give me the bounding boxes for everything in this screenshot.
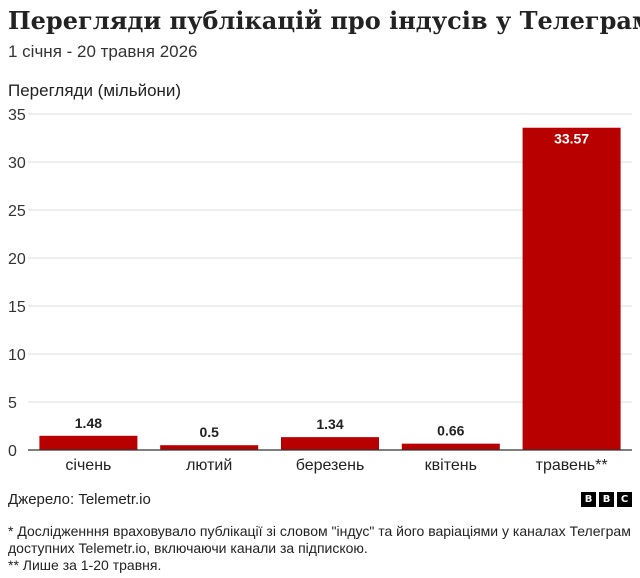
bar-value-label: 0.66 — [437, 423, 464, 439]
x-tick-label: квітень — [425, 457, 477, 474]
x-tick-label: травень** — [536, 457, 608, 474]
bbc-logo: B B C — [581, 492, 632, 507]
y-axis-label: Перегляди (мільйони) — [8, 81, 182, 100]
y-tick-label: 35 — [8, 107, 26, 124]
y-tick-label: 10 — [8, 347, 26, 364]
x-tick-label: лютий — [186, 457, 232, 474]
y-tick-label: 20 — [8, 251, 26, 268]
bar — [160, 445, 259, 450]
footnote-methodology: * Дослідженння враховувало публікації зі… — [8, 523, 631, 556]
x-tick-label: березень — [296, 457, 365, 474]
bar-value-label: 0.5 — [199, 424, 219, 440]
bar-chart: 0 5 10 15 20 25 30 35 1.48 січень 0.5 лютий 1.34 бере… — [8, 107, 632, 474]
footnote-may: ** Лише за 1-20 травня. — [8, 557, 162, 573]
y-tick-label: 15 — [8, 299, 26, 316]
y-tick-label: 30 — [8, 155, 26, 172]
chart-title: Перегляди публікацій про індусів у Телег… — [8, 6, 640, 35]
bar — [39, 435, 138, 450]
y-tick-label: 5 — [8, 395, 17, 412]
y-tick-label: 25 — [8, 203, 26, 220]
bbc-logo-letter-3: C — [617, 492, 632, 507]
bar-value-label: 33.57 — [554, 131, 589, 147]
bar-value-label: 1.34 — [316, 416, 343, 432]
source-note: Джерело: Telemetr.io — [8, 491, 151, 508]
bar-value-label: 1.48 — [75, 415, 102, 431]
footnotes: * Дослідженння враховувало публікації зі… — [8, 523, 633, 574]
chart-subtitle: 1 січня - 20 травня 2026 — [8, 42, 198, 61]
bar — [281, 437, 379, 450]
x-tick-label: січень — [65, 457, 111, 474]
bar — [401, 443, 500, 450]
bbc-logo-letter-2: B — [599, 492, 614, 507]
bbc-logo-letter-1: B — [581, 492, 596, 507]
bar — [522, 127, 621, 450]
y-tick-label: 0 — [8, 443, 17, 460]
